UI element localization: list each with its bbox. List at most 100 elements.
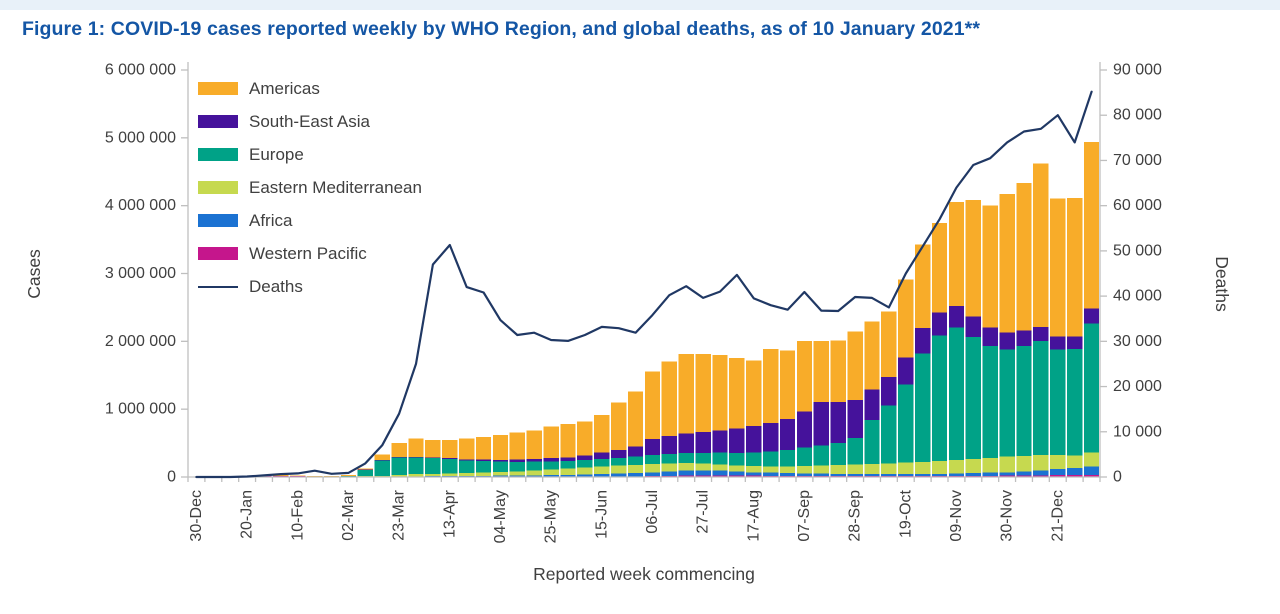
bar-segment — [543, 426, 559, 459]
legend-label: Deaths — [249, 277, 303, 296]
x-axis-tick-label: 23-Mar — [391, 489, 408, 540]
bar-segment — [1050, 469, 1066, 476]
bar-segment — [931, 461, 948, 474]
bar-segment — [864, 419, 880, 464]
bar-segment — [627, 391, 644, 447]
x-axis-tick-label: 15-Jun — [593, 490, 610, 539]
bar-segment — [712, 475, 728, 477]
bar-segment — [374, 460, 390, 461]
bar-segment — [1067, 198, 1083, 337]
bar-segment — [779, 450, 796, 467]
bar-segment — [492, 434, 509, 460]
right-axis-tick-label: 30 000 — [1113, 333, 1162, 350]
bar-segment — [712, 430, 728, 453]
bar-segment — [881, 311, 897, 378]
bar-segment — [644, 472, 661, 477]
bar-segment — [374, 454, 390, 461]
bar-segment — [1083, 466, 1100, 475]
bar-segment — [374, 475, 390, 477]
bar-segment — [475, 460, 492, 473]
bar-segment — [931, 473, 948, 476]
bar-segment — [847, 331, 863, 401]
bar-segment — [712, 464, 728, 471]
bar-segment — [627, 472, 644, 477]
bar-segment — [763, 451, 779, 467]
bar-segment — [898, 384, 914, 463]
bar-segment — [678, 475, 694, 477]
bar-segment — [847, 438, 863, 465]
stacked-bars — [188, 141, 1100, 478]
bar-segment — [712, 470, 728, 476]
right-axis-tick-label: 80 000 — [1113, 107, 1162, 124]
legend-color-swatch — [198, 214, 238, 227]
bar-segment — [915, 461, 931, 475]
bar-segment — [779, 418, 796, 451]
bar-segment — [948, 305, 965, 328]
bar-segment — [543, 458, 559, 462]
legend-color-swatch — [198, 148, 238, 161]
bar-segment — [779, 473, 796, 476]
bar-segment — [915, 244, 931, 329]
left-axis-tick-label: 2 000 000 — [105, 333, 176, 350]
bar-segment — [695, 463, 711, 471]
bar-segment — [661, 453, 677, 464]
bar-segment — [492, 475, 509, 477]
bar-segment — [982, 327, 998, 346]
x-axis-tick-label: 02-Mar — [340, 489, 357, 540]
x-axis-tick-label: 17-Aug — [745, 490, 762, 542]
bar-segment — [391, 457, 407, 476]
bar-segment — [898, 474, 914, 477]
left-axis-title: Cases — [24, 249, 44, 299]
bar-segment — [442, 458, 458, 460]
bar-segment — [965, 199, 981, 317]
bar-segment — [746, 466, 762, 473]
x-axis-tick-label: 10-Feb — [289, 490, 306, 541]
bar-segment — [695, 353, 711, 432]
bar-segment — [763, 348, 779, 423]
bar-segment — [509, 432, 525, 460]
bar-segment — [526, 461, 542, 471]
bar-segment — [543, 461, 559, 470]
bar-segment — [627, 464, 644, 473]
legend-label: Europe — [249, 145, 304, 164]
bar-segment — [526, 459, 542, 462]
bar-segment — [475, 475, 492, 477]
bar-segment — [1033, 163, 1049, 327]
bar-segment — [442, 473, 458, 477]
legend-item-western-pacific: Western Pacific — [198, 237, 422, 270]
bar-segment — [1083, 474, 1100, 477]
bar-segment — [560, 474, 576, 477]
bar-segment — [915, 328, 931, 354]
bar-segment — [661, 471, 677, 476]
bar-segment — [1067, 455, 1083, 469]
bar-segment — [864, 389, 880, 420]
bar-segment — [594, 415, 610, 453]
bar-segment — [746, 452, 762, 467]
legend-color-swatch — [198, 247, 238, 260]
legend-item-deaths: Deaths — [198, 270, 422, 303]
chart-legend: Americas South-East Asia Europe Eastern Med… — [198, 72, 422, 303]
bar-segment — [948, 202, 965, 306]
right-axis-tick-label: 40 000 — [1113, 288, 1162, 305]
bar-segment — [459, 460, 475, 473]
bar-segment — [459, 472, 475, 476]
bar-segment — [1033, 470, 1049, 476]
legend-item-eastern-mediterranean: Eastern Mediterranean — [198, 171, 422, 204]
legend-item-south-east-asia: South-East Asia — [198, 105, 422, 138]
bar-segment — [1083, 141, 1100, 309]
bar-segment — [408, 457, 424, 475]
bar-segment — [1016, 345, 1032, 456]
bar-segment — [830, 474, 846, 477]
bar-segment — [898, 462, 914, 475]
bar-segment — [594, 459, 610, 467]
bar-segment — [796, 465, 813, 474]
bar-segment — [459, 459, 475, 461]
left-axis-tick-label: 0 — [167, 469, 176, 486]
bar-segment — [1016, 455, 1032, 472]
bar-segment — [509, 475, 525, 477]
bar-segment — [779, 350, 796, 419]
bar-segment — [1067, 468, 1083, 475]
bar-segment — [847, 474, 863, 477]
bar-segment — [695, 431, 711, 453]
